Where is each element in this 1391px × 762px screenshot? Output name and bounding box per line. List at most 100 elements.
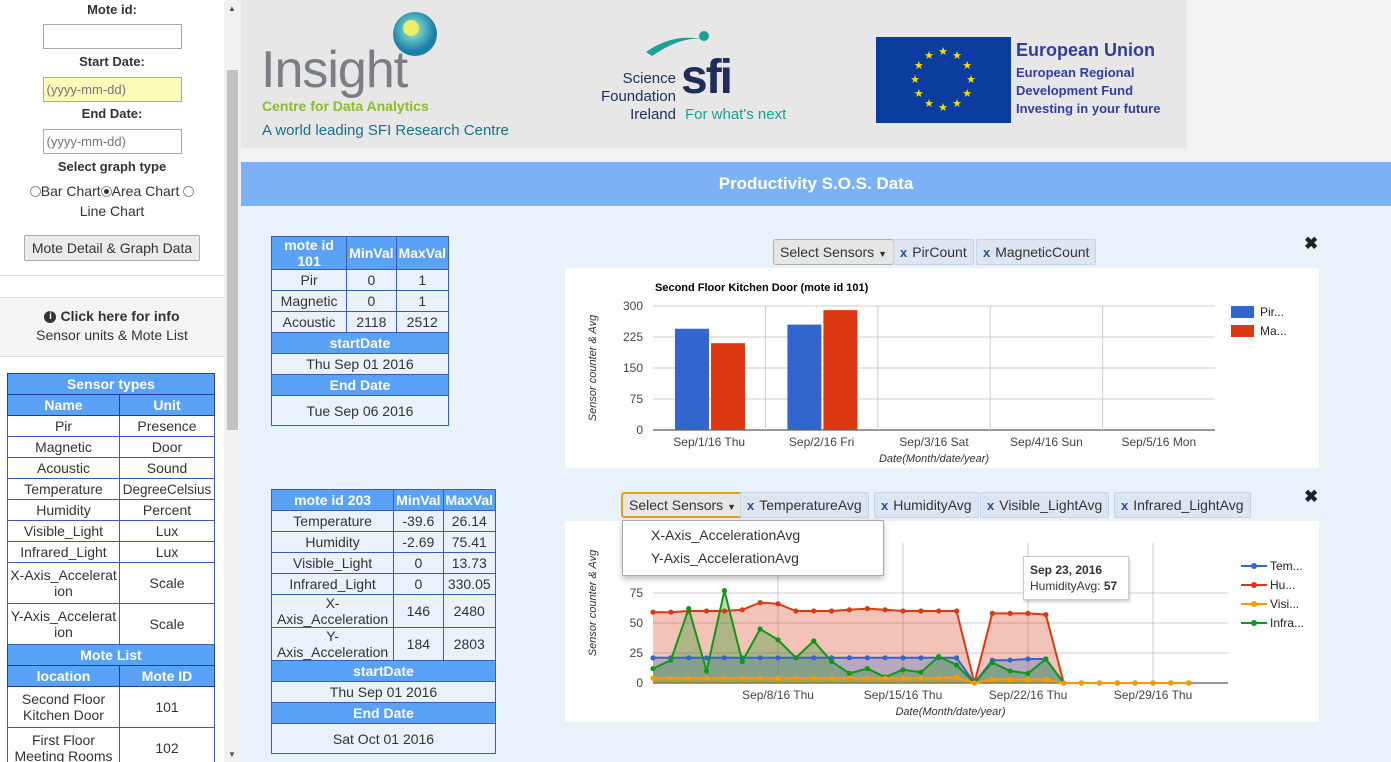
cell: Lux — [119, 541, 215, 563]
data-point — [1043, 676, 1049, 682]
remove-icon[interactable]: x — [987, 498, 995, 513]
end-label: End Date — [271, 702, 496, 724]
cell: 13.73 — [442, 552, 497, 574]
chart-title: Second Floor Kitchen Door (mote id 101) — [655, 282, 869, 294]
cell: Acoustic — [270, 311, 348, 333]
data-point — [864, 675, 870, 681]
data-point — [1150, 680, 1156, 686]
eu-star: ★ — [914, 59, 924, 72]
eu-star: ★ — [962, 59, 972, 72]
line-chart-radio[interactable] — [183, 185, 195, 197]
y-tick-label: 50 — [630, 616, 644, 630]
area-chart-radio[interactable] — [100, 185, 112, 197]
end-date-input[interactable] — [42, 129, 182, 154]
mote-id-input[interactable] — [42, 24, 182, 49]
data-point — [882, 607, 888, 613]
sidebar-scrollbar[interactable]: ▲ ▼ — [224, 0, 241, 762]
chip-label: MagneticCount — [995, 244, 1090, 260]
data-point — [1025, 676, 1031, 682]
data-point — [703, 668, 710, 674]
data-point — [811, 608, 817, 614]
table-row: Acoustic Sound — [7, 457, 215, 479]
eu-line-1: European Regional — [1016, 65, 1135, 80]
data-point — [650, 675, 656, 681]
scroll-down-icon[interactable]: ▼ — [228, 750, 236, 759]
data-point — [900, 667, 906, 673]
x-tick-label: Sep/22/16 Thu — [989, 688, 1068, 702]
sensor-chip-pircount[interactable]: x PirCount — [893, 239, 974, 265]
remove-icon[interactable]: x — [983, 245, 991, 260]
data-point — [721, 588, 728, 594]
col-max: MaxVal — [395, 236, 450, 270]
dropdown-item-x-axis[interactable]: X-Axis_AccelerationAvg — [651, 527, 801, 543]
start-date-label: Start Date: — [79, 54, 145, 69]
sfi-swoosh-icon — [646, 31, 709, 56]
select-sensors-label: Select Sensors — [629, 497, 724, 513]
cell: 75.41 — [442, 531, 497, 553]
remove-icon[interactable]: x — [747, 498, 755, 513]
sensor-chip-visible-lightavg[interactable]: x Visible_LightAvg — [980, 492, 1110, 518]
cell: Percent — [119, 499, 215, 521]
mote-title: mote id 203 — [270, 489, 395, 511]
data-point — [1168, 680, 1174, 686]
cell: Sound — [119, 457, 215, 479]
start-date-input[interactable] — [42, 77, 182, 102]
cell: Humidity — [270, 531, 395, 553]
end-date-label: End Date: — [81, 106, 143, 121]
scroll-thumb[interactable] — [227, 70, 238, 430]
sfi-line-3: Ireland — [630, 106, 676, 123]
sensor-types-table: Sensor types Name Unit Pir Presence Magnet… — [7, 373, 215, 762]
x-tick-label: Sep/2/16 Fri — [789, 435, 854, 449]
sensor-chip-infrared-lightavg[interactable]: x Infrared_LightAvg — [1114, 492, 1251, 518]
sensor-chip-humidityavg[interactable]: x HumidityAvg — [874, 492, 979, 518]
mote-title: mote id 101 — [270, 236, 348, 270]
data-point — [686, 675, 692, 681]
eu-stars-icon: ★★★★★★★★★ ★ ★★ — [910, 45, 976, 114]
filter-form: Mote id: Start Date: End Date: Select gr… — [0, 0, 224, 261]
data-point — [1132, 680, 1138, 686]
remove-icon[interactable]: x — [1121, 498, 1129, 513]
cell: 184 — [393, 627, 444, 661]
select-sensors-button-1[interactable]: Select Sensors ▼ — [773, 239, 894, 265]
cell: Magnetic — [270, 290, 348, 312]
sensor-chip-magneticcount[interactable]: x MagneticCount — [976, 239, 1097, 265]
data-point — [971, 680, 978, 686]
data-point — [953, 608, 960, 614]
data-point — [775, 601, 781, 607]
legend-label: Tem... — [1270, 559, 1303, 573]
cell: -2.69 — [393, 531, 444, 553]
remove-icon[interactable]: x — [881, 498, 889, 513]
cell: 2480 — [442, 594, 497, 628]
sensor-chip-temperatureavg[interactable]: x TemperatureAvg — [740, 492, 869, 518]
cell: Lux — [119, 520, 215, 542]
cell: First Floor Meeting Rooms — [7, 727, 120, 762]
select-sensors-button-2[interactable]: Select Sensors ▼ — [621, 492, 744, 518]
data-point — [846, 675, 853, 681]
chip-label: Infrared_LightAvg — [1133, 497, 1244, 513]
table-row: Pir Presence — [7, 415, 215, 437]
data-point — [828, 675, 835, 681]
cell: Visible_Light — [270, 552, 395, 574]
table-row: Visible_Light Lux — [7, 520, 215, 542]
dropdown-item-y-axis[interactable]: Y-Axis_AccelerationAvg — [651, 550, 799, 566]
table-row: Magnetic 0 1 — [270, 290, 450, 312]
data-point — [936, 675, 942, 681]
close-chart-2-icon[interactable]: ✖ — [1304, 487, 1319, 506]
data-point — [1007, 657, 1013, 663]
remove-icon[interactable]: x — [900, 245, 908, 260]
table-row: X-Axis_Acceleration 146 2480 — [270, 594, 497, 628]
close-chart-1-icon[interactable]: ✖ — [1304, 234, 1319, 253]
mote-detail-button[interactable]: Mote Detail & Graph Data — [23, 235, 201, 261]
data-point — [900, 608, 906, 614]
sensor-dropdown-menu: X-Axis_AccelerationAvg Y-Axis_Accelerati… — [622, 520, 884, 576]
cell: Magnetic — [7, 436, 120, 458]
cell: 26.14 — [442, 510, 497, 532]
start-label: startDate — [271, 332, 449, 354]
bar-chart-radio[interactable] — [29, 185, 41, 197]
x-tick-label: Sep/15/16 Thu — [864, 688, 943, 702]
info-panel[interactable]: i Click here for info Sensor units & Mote… — [0, 297, 224, 357]
scroll-up-icon[interactable]: ▲ — [228, 4, 236, 13]
y-tick-label: 25 — [630, 646, 644, 660]
y-tick-label: 0 — [636, 423, 643, 437]
bar-chart-panel: Second Floor Kitchen Door (mote id 101) 0… — [565, 268, 1319, 468]
